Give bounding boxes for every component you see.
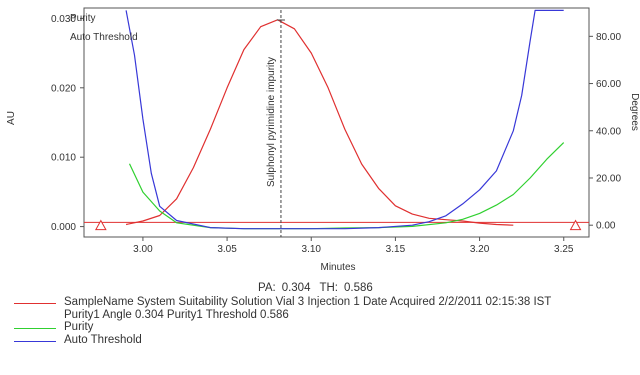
series-line-chromatogram [125, 19, 514, 226]
legend-item-purity: Purity [14, 321, 636, 334]
th-label: TH: [319, 282, 338, 294]
y-right-tick-label: 20.00 [596, 173, 621, 184]
x-tick-label: 3.25 [554, 244, 574, 255]
legend-text-purity: Purity [64, 321, 94, 334]
x-tick-label: 3.00 [133, 244, 153, 255]
end-marker-triangle [569, 219, 582, 231]
legend-text-auto-threshold: Auto Threshold [64, 333, 142, 346]
legend-text-sample: SampleName System Suitability Solution V… [64, 296, 552, 308]
y-left-tick-label: 0.030 [51, 14, 76, 25]
x-tick-label: 3.05 [217, 244, 237, 255]
x-tick-label: 3.20 [470, 244, 490, 255]
series-line-auto-threshold [125, 9, 564, 230]
legend-item-sample: SampleName System Suitability Solution V… [14, 296, 636, 309]
y-axis-right-title: Degrees [629, 93, 640, 131]
x-axis-title: Minutes [320, 262, 355, 273]
pa-value: 0.304 [281, 282, 311, 294]
inline-legend-purity: Purity [70, 13, 96, 24]
y-right-tick-label: 0.00 [596, 221, 616, 232]
y-left-tick-label: 0.020 [51, 83, 76, 94]
inline-legend-auto-threshold: Auto Threshold [70, 32, 138, 43]
legend-item-auto-threshold: Auto Threshold [14, 334, 636, 347]
y-left-tick-label: 0.000 [51, 222, 76, 233]
chromatogram-chart: 3.00 3.05 3.10 3.15 3.20 3.25 0.000 0.010 0.020 0… [6, 7, 640, 273]
chart-legend: SampleName System Suitability Solution V… [14, 296, 636, 346]
series-line-purity [128, 142, 565, 230]
y-right-tick-label: 60.00 [596, 79, 621, 90]
x-tick-label: 3.15 [386, 244, 406, 255]
th-value: 0.586 [344, 282, 373, 294]
purity-annotation: PA: 0.304 TH: 0.586 [258, 282, 379, 294]
legend-swatch-red [14, 303, 56, 304]
legend-swatch-green [14, 328, 56, 330]
legend-swatch-blue [14, 340, 56, 342]
x-tick-label: 3.10 [302, 244, 322, 255]
y-axis-left-title: AU [6, 111, 17, 125]
legend-subtext-sample: Purity1 Angle 0.304 Purity1 Threshold 0.… [64, 308, 289, 321]
start-marker-triangle [94, 219, 107, 231]
pa-label: PA: [258, 282, 276, 294]
y-right-tick-label: 80.00 [596, 32, 621, 43]
peak-label: Sulphonyl pyrimidine impurity [266, 57, 277, 187]
plot-frame [83, 7, 590, 238]
y-left-tick-label: 0.010 [51, 153, 76, 164]
y-right-tick-label: 40.00 [596, 126, 621, 137]
